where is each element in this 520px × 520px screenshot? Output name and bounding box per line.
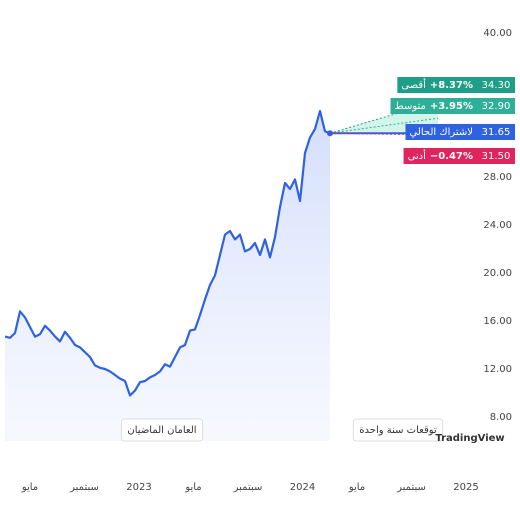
x-tick-label: 2025: [453, 482, 478, 493]
value-badge-label: 31.65: [482, 127, 511, 138]
y-tick-label: 40.00: [483, 28, 512, 39]
y-tick-label: 12.00: [483, 364, 512, 375]
forecast-name: لاشتراك الحالي: [409, 127, 473, 138]
forecast-pill: [405, 124, 477, 140]
watermark: TradingView: [435, 433, 504, 444]
value-badge-label: 34.30: [482, 80, 511, 91]
x-tick-label: 2023: [126, 482, 151, 493]
y-tick-label: 24.00: [483, 220, 512, 231]
forecast-name: أقصى: [401, 78, 426, 91]
x-tick-label: 2024: [290, 482, 315, 493]
annotation-box: [120, 418, 204, 442]
value-badge: [477, 98, 515, 114]
value-badge-label: 31.50: [482, 151, 511, 162]
price-line: [4, 109, 331, 397]
y-tick-label: 20.00: [483, 268, 512, 279]
forecast-pill: [403, 148, 477, 164]
value-badge: [477, 124, 515, 140]
annotation-box: [352, 418, 444, 442]
x-tick-label: مايو: [184, 482, 201, 493]
y-tick-label: 16.00: [483, 316, 512, 327]
value-badge: [477, 77, 515, 93]
annotation: توقعات سنة واحدة: [359, 425, 437, 436]
forecast-change: −0.47%: [430, 151, 473, 162]
y-tick-label: 28.00: [483, 172, 512, 183]
value-badge-label: 32.90: [482, 101, 511, 112]
x-tick-label: سبتمبر: [69, 482, 99, 493]
forecast-change: +3.95%: [430, 101, 473, 112]
x-tick-label: مايو: [21, 482, 38, 493]
y-tick-label: 8.00: [490, 412, 512, 423]
annotation: العامان الماضيان: [127, 425, 196, 436]
forecast-name: أدنى: [408, 149, 427, 162]
x-tick-label: سبتمبر: [396, 482, 426, 493]
value-badge: [477, 148, 515, 164]
forecast-pill: [390, 98, 477, 114]
forecast-name: متوسط: [395, 101, 426, 112]
area: [5, 111, 330, 441]
x-tick-label: مايو: [348, 482, 365, 493]
x-tick-label: سبتمبر: [233, 482, 263, 493]
forecast-pill: [397, 77, 477, 93]
forecast-change: +8.37%: [430, 80, 473, 91]
